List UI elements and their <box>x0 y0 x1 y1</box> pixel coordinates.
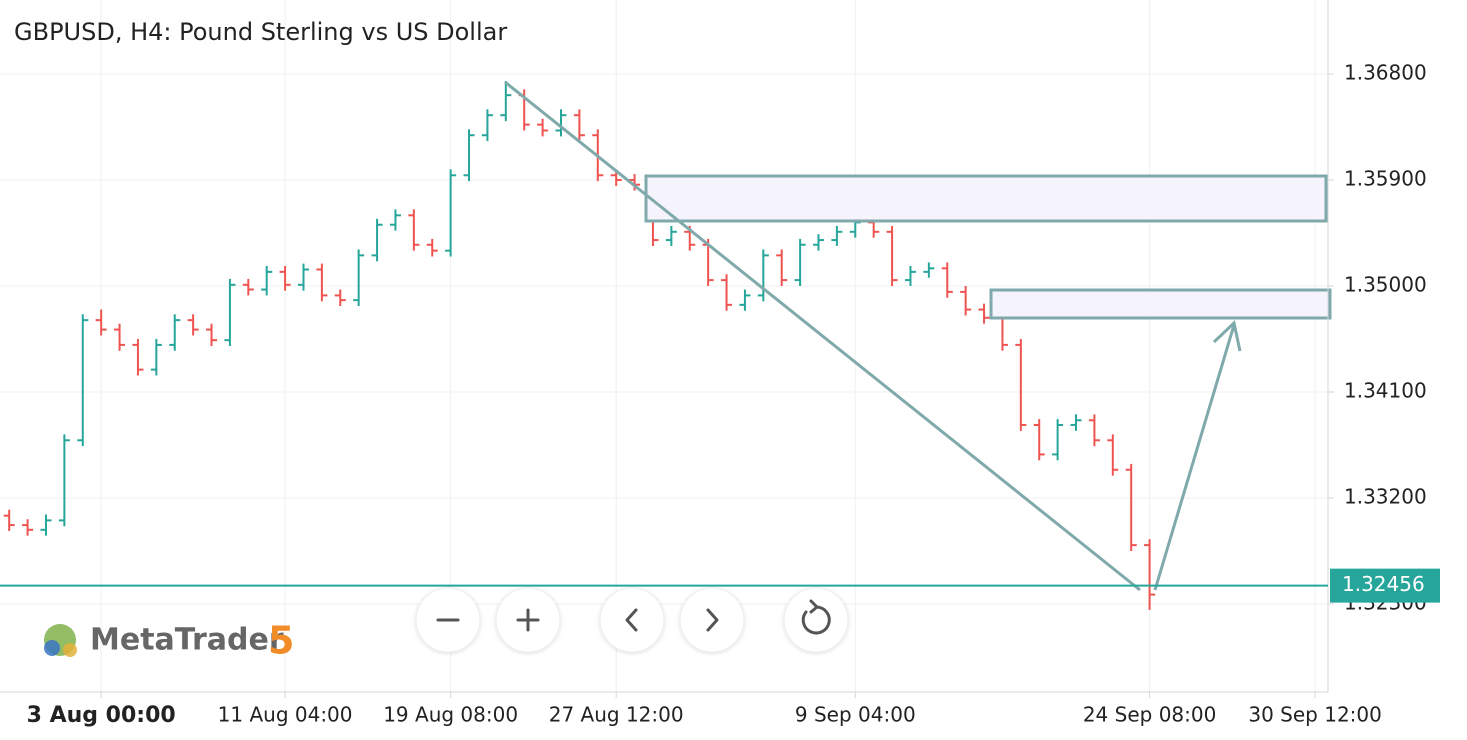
reset-button[interactable] <box>783 587 849 653</box>
watermark-version: 5 <box>268 619 294 663</box>
y-tick-label: 1.36800 <box>1344 60 1427 84</box>
resistance-zone <box>644 174 1328 223</box>
arrow-head <box>1212 320 1242 352</box>
watermark: MetaTrader 5 <box>44 619 294 663</box>
logo-icon <box>44 640 60 656</box>
x-tick-label: 9 Sep 04:00 <box>795 703 916 727</box>
axes-layer: 1.323001.332001.341001.350001.359001.368… <box>27 60 1427 728</box>
last-price-box <box>1330 568 1440 603</box>
logo-icon <box>63 643 77 657</box>
watermark-name: MetaTrader <box>90 623 284 658</box>
x-tick-label: 27 Aug 12:00 <box>549 703 684 727</box>
x-tick-label: 11 Aug 04:00 <box>218 703 353 727</box>
y-tick-label: 1.33200 <box>1344 485 1427 509</box>
grid-layer <box>0 0 1328 692</box>
last-price-label: 1.32456 <box>1342 572 1425 596</box>
projection-arrow <box>1153 324 1236 591</box>
y-tick-label: 1.34100 <box>1344 378 1427 402</box>
resistance-zone <box>989 288 1332 320</box>
zoom-out-button[interactable] <box>415 587 481 653</box>
bars-layer <box>3 81 1156 610</box>
zoom-in-button[interactable] <box>495 587 561 653</box>
x-tick-label: 30 Sep 12:00 <box>1248 703 1382 727</box>
trend-line <box>504 80 1141 592</box>
scroll-right-button[interactable] <box>679 587 745 653</box>
price-layer: 1.32456 <box>0 568 1440 603</box>
x-tick-label: 24 Sep 08:00 <box>1083 703 1217 727</box>
scroll-left-button[interactable] <box>599 587 665 653</box>
x-tick-label: 19 Aug 08:00 <box>383 703 518 727</box>
x-tick-label: 3 Aug 00:00 <box>27 703 176 728</box>
y-tick-label: 1.35900 <box>1344 166 1427 190</box>
chart-title: GBPUSD, H4: Pound Sterling vs US Dollar <box>14 18 507 46</box>
y-tick-label: 1.35000 <box>1344 272 1427 296</box>
